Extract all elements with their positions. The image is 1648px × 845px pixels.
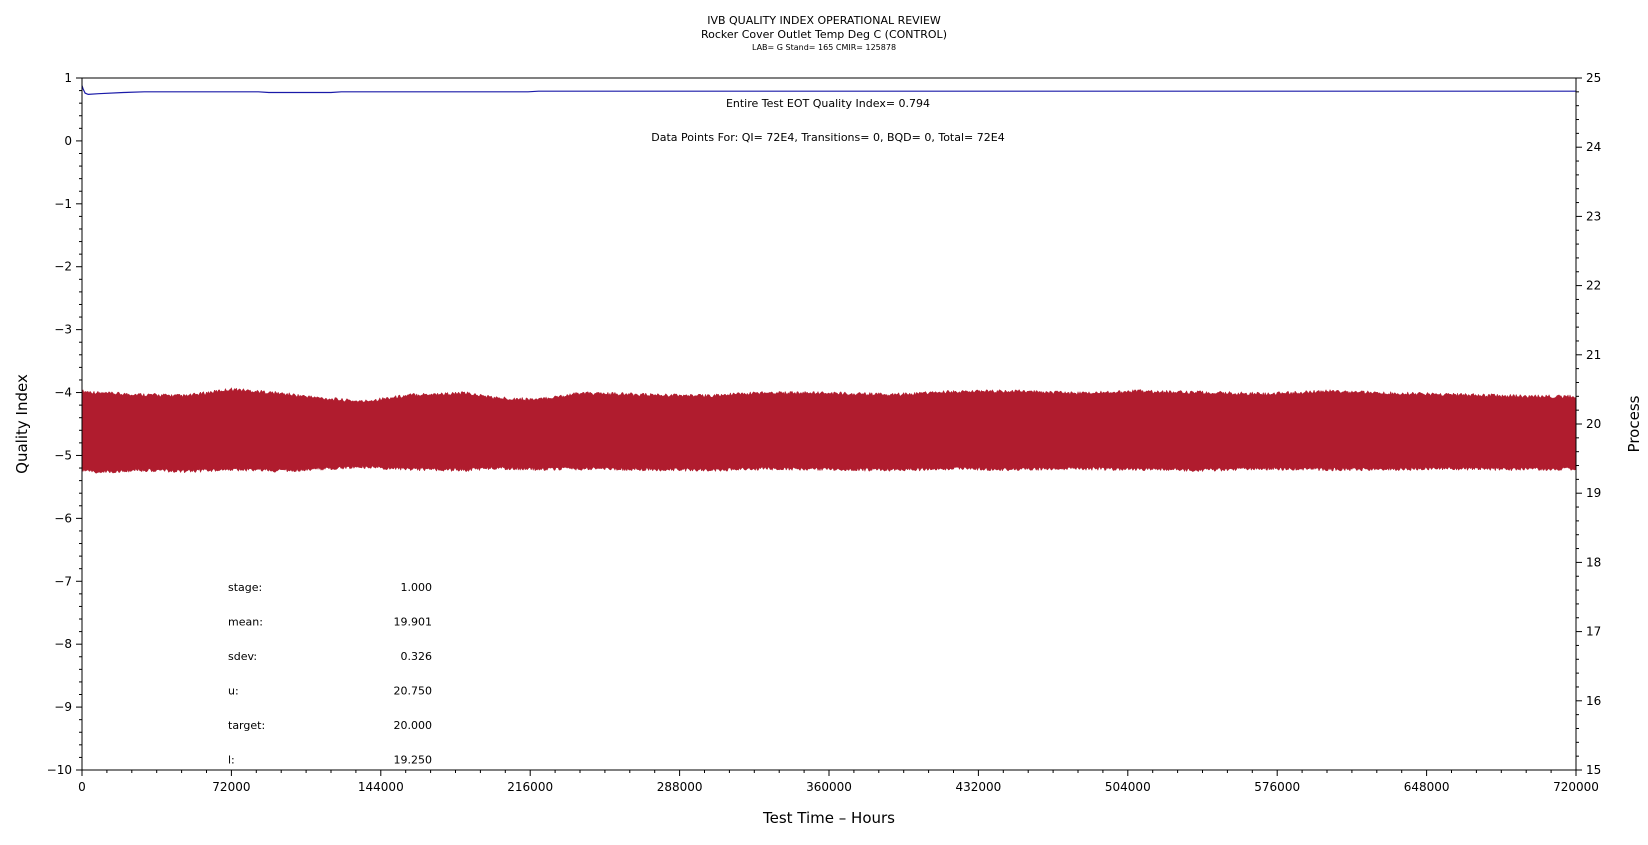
x-axis-label: Test Time – Hours bbox=[762, 809, 895, 827]
right-axis-tick-label: 22 bbox=[1586, 279, 1601, 293]
stat-label: mean: bbox=[228, 616, 263, 629]
x-axis-tick-label: 720000 bbox=[1553, 780, 1599, 794]
left-axis-tick-label: −5 bbox=[54, 448, 72, 462]
right-axis-label: Process bbox=[1625, 395, 1643, 452]
right-axis-tick-label: 17 bbox=[1586, 625, 1601, 639]
quality-index-annotation: Entire Test EOT Quality Index= 0.794 bbox=[726, 97, 930, 110]
x-axis-tick-label: 0 bbox=[78, 780, 86, 794]
left-axis-tick-label: 1 bbox=[64, 71, 72, 85]
left-axis-label: Quality Index bbox=[13, 374, 31, 474]
stat-label: sdev: bbox=[228, 650, 257, 663]
x-axis-tick-label: 144000 bbox=[358, 780, 404, 794]
x-axis-tick-label: 72000 bbox=[212, 780, 250, 794]
left-axis-tick-label: −8 bbox=[54, 637, 72, 651]
stat-value: 0.326 bbox=[401, 650, 433, 663]
right-axis-tick-label: 25 bbox=[1586, 71, 1601, 85]
right-axis-tick-label: 23 bbox=[1586, 209, 1601, 223]
x-axis-tick-label: 648000 bbox=[1404, 780, 1450, 794]
x-axis-tick-label: 360000 bbox=[806, 780, 852, 794]
stat-label: stage: bbox=[228, 581, 262, 594]
right-axis-tick-label: 18 bbox=[1586, 555, 1601, 569]
right-axis-tick-label: 16 bbox=[1586, 694, 1601, 708]
stat-value: 19.901 bbox=[394, 616, 433, 629]
left-axis-tick-label: 0 bbox=[64, 134, 72, 148]
stat-value: 1.000 bbox=[401, 581, 433, 594]
left-axis-tick-label: −7 bbox=[54, 574, 72, 588]
process-data-band bbox=[81, 387, 1577, 474]
data-points-annotation: Data Points For: QI= 72E4, Transitions= … bbox=[651, 131, 1004, 144]
x-axis-tick-label: 432000 bbox=[955, 780, 1001, 794]
stat-label: u: bbox=[228, 685, 239, 698]
right-axis-tick-label: 19 bbox=[1586, 486, 1601, 500]
bottom-axis: 0 72000 144000 216000 288000 360000 432000 5040… bbox=[78, 770, 1599, 794]
chart-title: IVB QUALITY INDEX OPERATIONAL REVIEW bbox=[707, 14, 941, 27]
left-axis-tick-label: −2 bbox=[54, 260, 72, 274]
x-axis-tick-label: 216000 bbox=[507, 780, 553, 794]
right-axis-tick-label: 24 bbox=[1586, 140, 1601, 154]
right-axis: 25 24 23 22 21 20 19 18 17 16 15 bbox=[1576, 71, 1601, 777]
chart-subtitle: Rocker Cover Outlet Temp Deg C (CONTROL) bbox=[701, 28, 947, 41]
left-axis-tick-label: −6 bbox=[54, 511, 72, 525]
chart-title-block: IVB QUALITY INDEX OPERATIONAL REVIEW Roc… bbox=[0, 14, 1648, 54]
quality-index-line bbox=[81, 85, 1576, 96]
right-axis-tick-label: 20 bbox=[1586, 417, 1601, 431]
stat-value: 20.750 bbox=[394, 685, 433, 698]
series-layer bbox=[81, 85, 1577, 474]
x-axis-tick-label: 288000 bbox=[657, 780, 703, 794]
stats-table: stage: 1.000 mean: 19.901 sdev: 0.326 u: 20.750… bbox=[228, 581, 432, 767]
left-axis-tick-label: −3 bbox=[54, 323, 72, 337]
left-axis: 1 0 −1 −2 −3 −4 −5 −6 −7 −8 −9 −10 bbox=[47, 71, 82, 777]
right-axis-tick-label: 15 bbox=[1586, 763, 1601, 777]
stat-value: 19.250 bbox=[394, 754, 433, 767]
left-axis-tick-label: −4 bbox=[54, 386, 72, 400]
chart-subtitle-lab: LAB= G Stand= 165 CMIR= 125878 bbox=[751, 43, 897, 52]
left-axis-tick-label: −1 bbox=[54, 197, 72, 211]
x-axis-tick-label: 504000 bbox=[1105, 780, 1151, 794]
left-axis-tick-label: −9 bbox=[54, 700, 72, 714]
left-axis-tick-label: −10 bbox=[47, 763, 72, 777]
stat-value: 20.000 bbox=[394, 719, 433, 732]
stat-label: target: bbox=[228, 719, 265, 732]
right-axis-tick-label: 21 bbox=[1586, 348, 1601, 362]
x-axis-tick-label: 576000 bbox=[1254, 780, 1300, 794]
stat-label: l: bbox=[228, 754, 235, 767]
